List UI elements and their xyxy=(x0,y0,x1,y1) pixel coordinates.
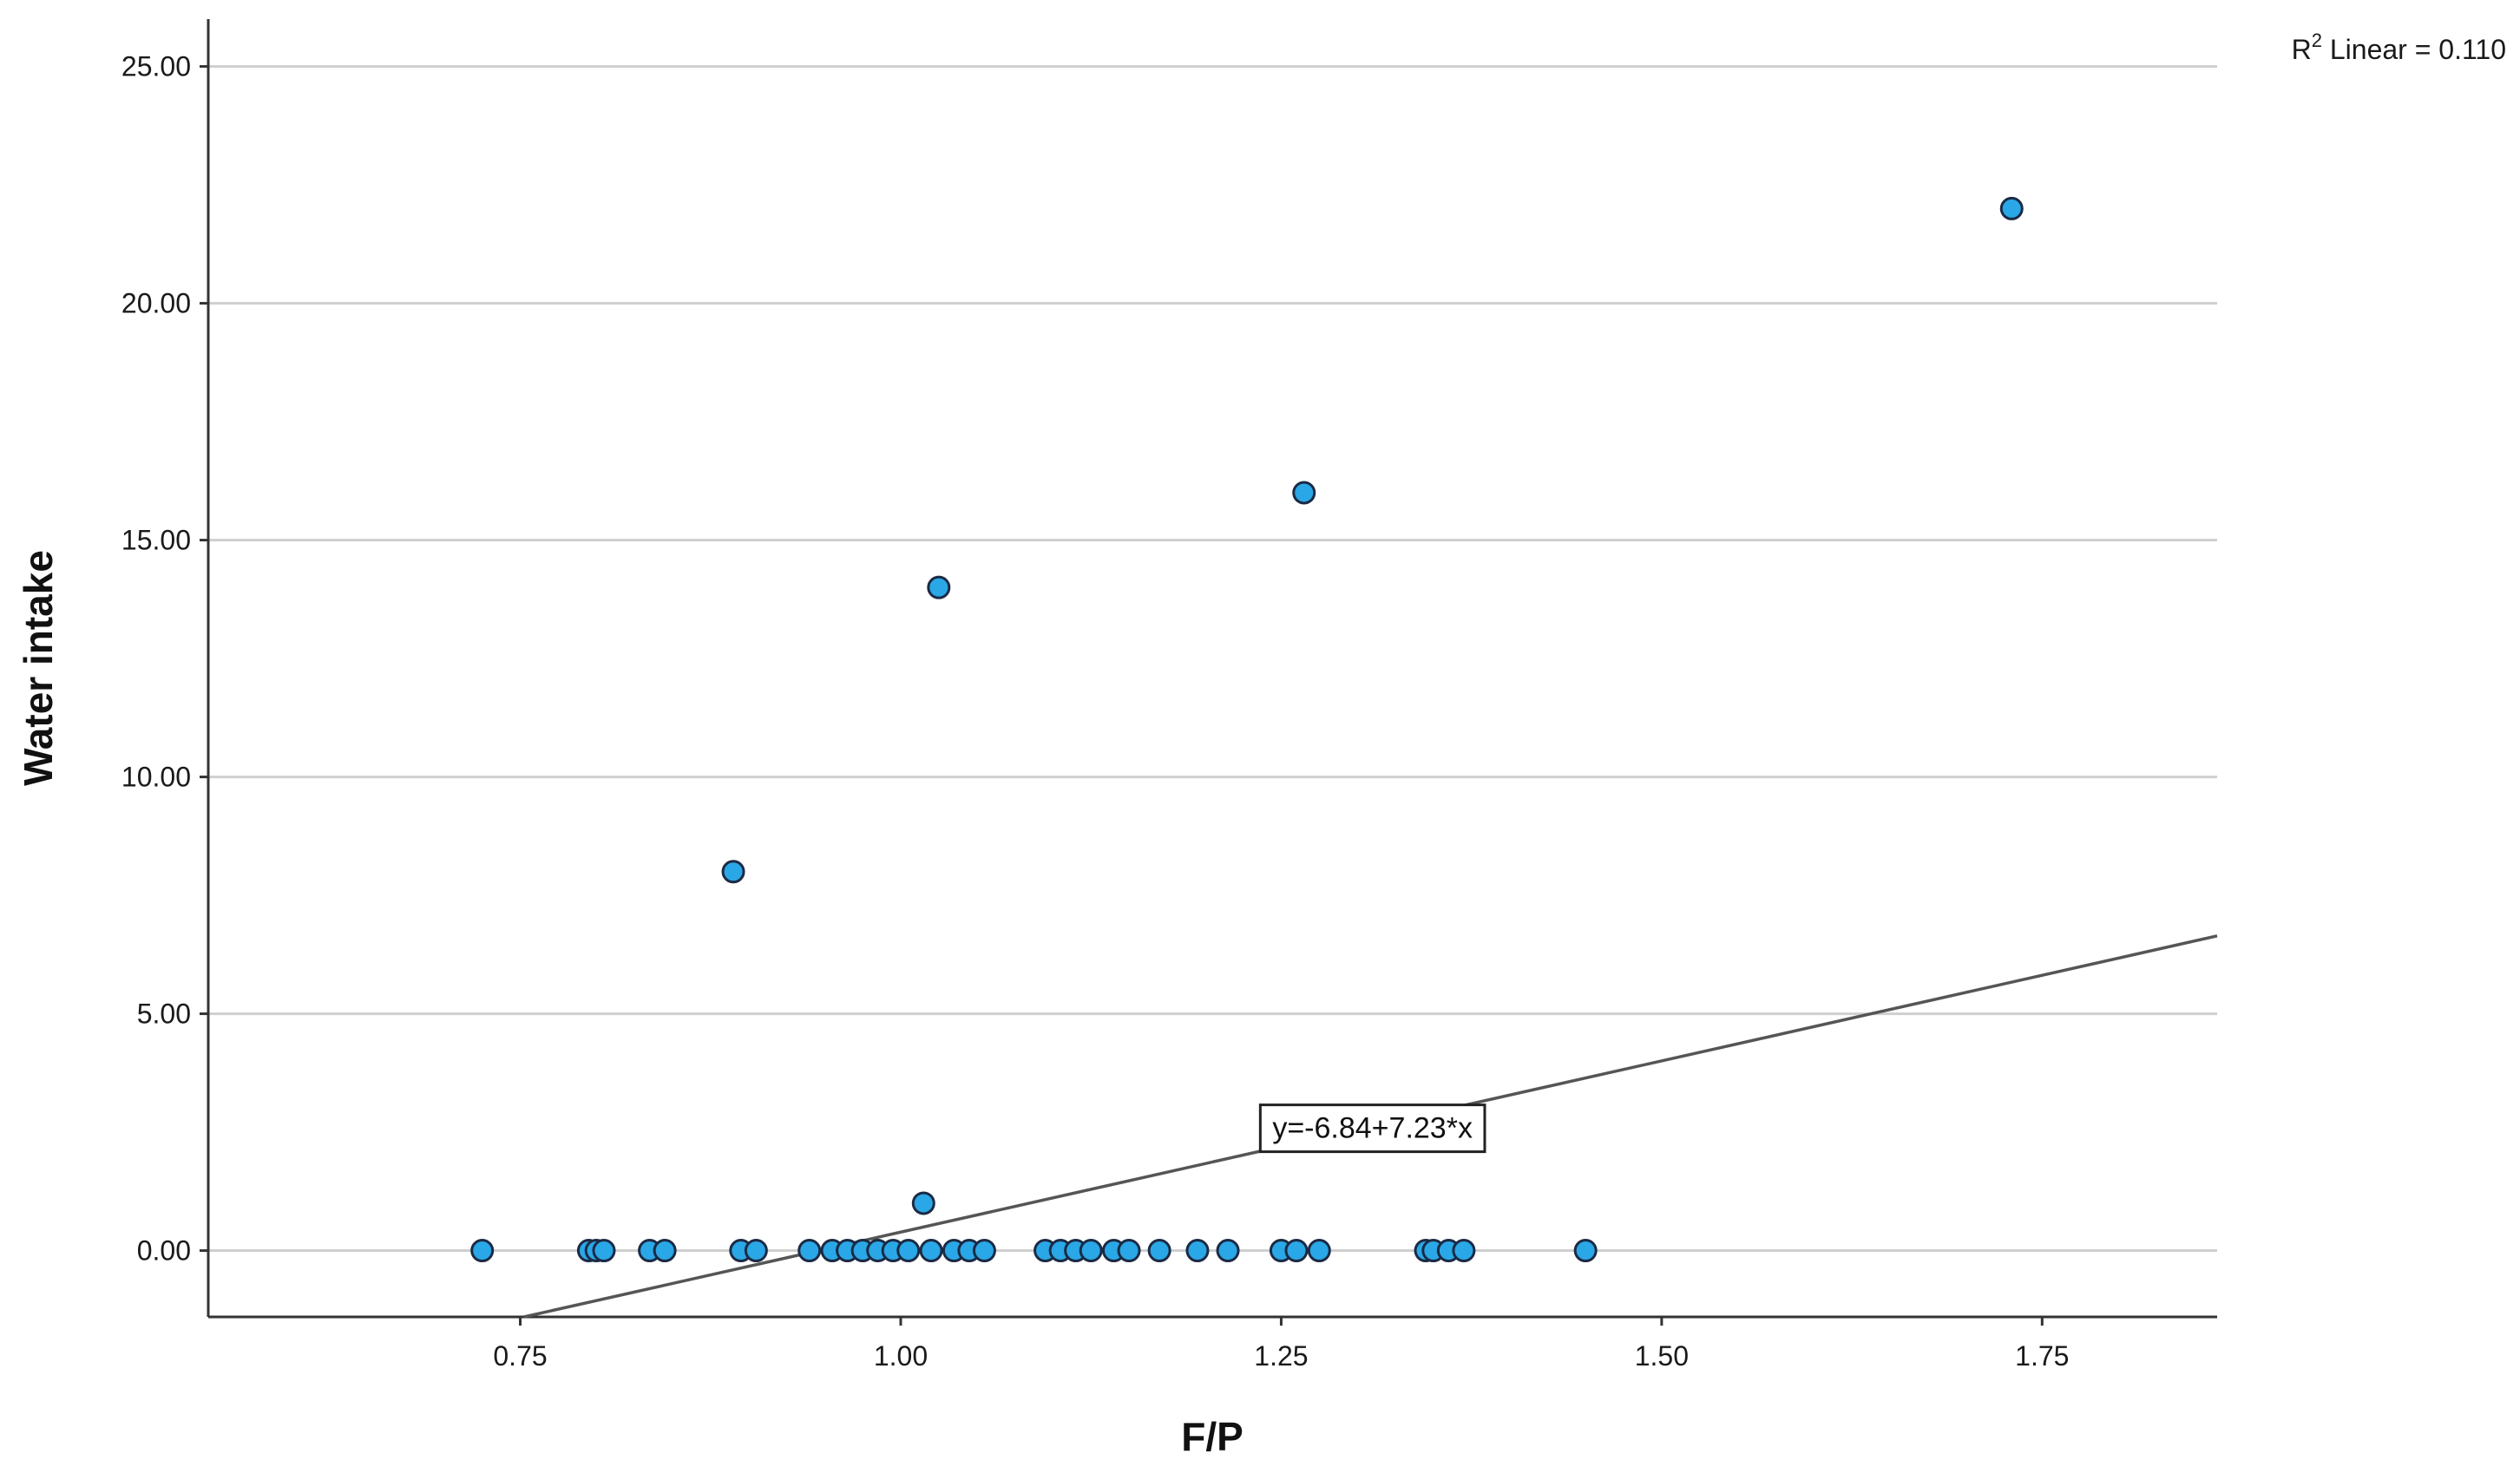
data-point xyxy=(1117,1239,1141,1263)
y-tick-labels: 0.00 5.00 10.00 15.00 20.00 25.00 xyxy=(121,51,208,1267)
equation-text: y=-6.84+7.23*x xyxy=(1272,1112,1473,1145)
data-point xyxy=(1999,196,2024,220)
r2-value: Linear = 0.110 xyxy=(2322,34,2506,65)
equation-label: y=-6.84+7.23*x xyxy=(1258,1103,1486,1154)
y-tick-label: 20.00 xyxy=(121,288,191,319)
data-point xyxy=(1079,1239,1103,1263)
x-tick-label: 1.00 xyxy=(874,1340,928,1372)
y-tick-label: 0.00 xyxy=(137,1235,191,1267)
axes xyxy=(207,19,2217,1319)
data-point xyxy=(1216,1239,1240,1263)
x-tick-label: 1.25 xyxy=(1254,1340,1308,1372)
data-point xyxy=(721,860,745,884)
data-point xyxy=(911,1191,935,1215)
data-point xyxy=(1147,1239,1171,1263)
y-tick-label: 5.00 xyxy=(137,999,191,1030)
data-point xyxy=(1292,481,1316,505)
data-point xyxy=(797,1239,822,1263)
r2-annotation: R2 Linear = 0.110 xyxy=(2292,29,2506,65)
data-point xyxy=(919,1239,943,1263)
data-point xyxy=(1307,1239,1331,1263)
x-tick-label: 0.75 xyxy=(493,1340,547,1372)
data-point xyxy=(927,575,951,599)
data-point xyxy=(653,1239,677,1263)
data-point xyxy=(1185,1239,1210,1263)
r2-superscript: 2 xyxy=(2312,29,2322,51)
data-point xyxy=(744,1239,768,1263)
gridlines xyxy=(208,65,2217,1253)
data-point xyxy=(1573,1239,1598,1263)
x-tick-label: 1.75 xyxy=(2015,1340,2069,1372)
equation-box xyxy=(1258,1103,1486,1154)
data-points xyxy=(470,196,2024,1263)
y-axis-title: Water intake xyxy=(16,550,61,786)
r2-prefix: R xyxy=(2292,34,2312,65)
data-point xyxy=(1284,1239,1309,1263)
data-point xyxy=(592,1239,616,1263)
data-point xyxy=(972,1239,996,1263)
y-tick-label: 10.00 xyxy=(121,762,191,793)
x-tick-label: 1.50 xyxy=(1635,1340,1689,1372)
data-point xyxy=(470,1239,495,1263)
x-axis-title: F/P xyxy=(1181,1414,1244,1459)
y-tick-label: 15.00 xyxy=(121,525,191,556)
x-tick-labels: 0.75 1.00 1.25 1.50 1.75 xyxy=(493,1317,2069,1372)
y-tick-label: 25.00 xyxy=(121,51,191,82)
data-point xyxy=(1452,1239,1476,1263)
data-point xyxy=(896,1239,921,1263)
